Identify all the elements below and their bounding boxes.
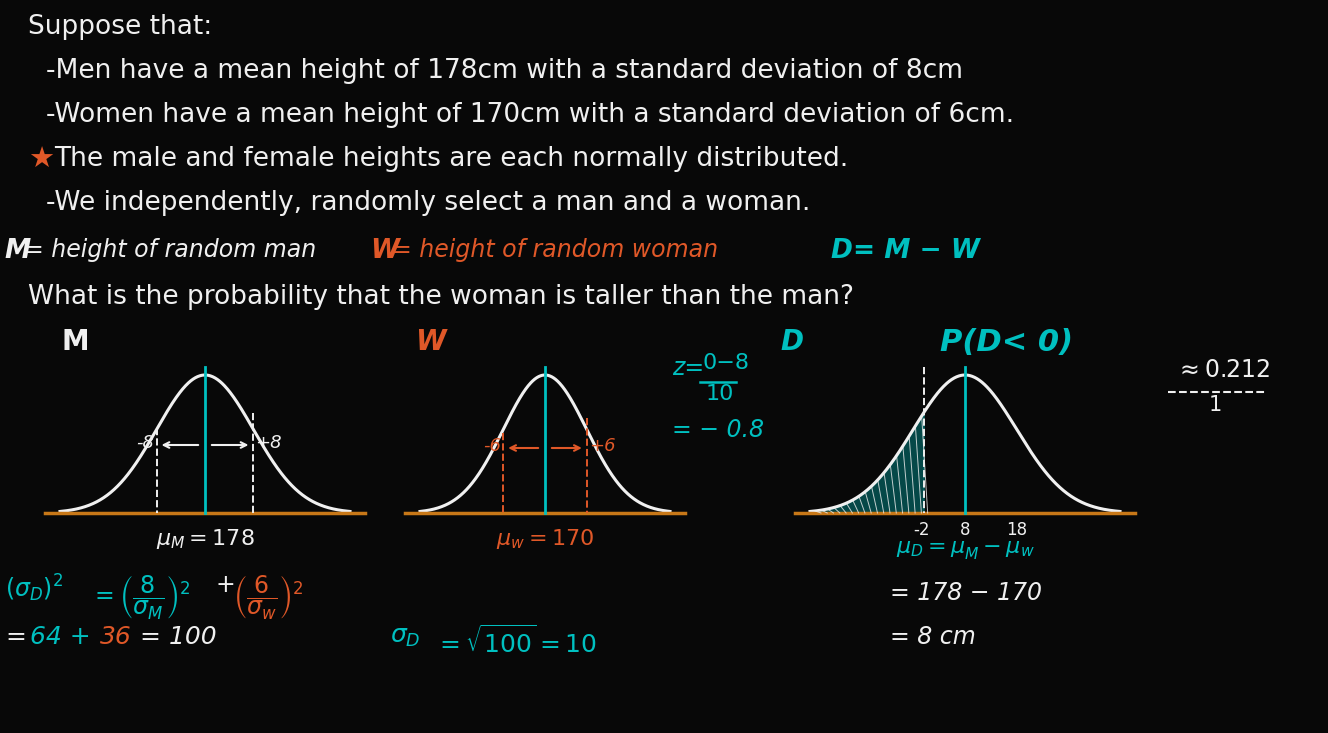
Text: +6: +6 (588, 437, 615, 455)
Text: $\mu_w=170$: $\mu_w=170$ (495, 527, 594, 551)
Text: 36: 36 (100, 625, 131, 649)
Text: z=: z= (672, 356, 704, 380)
Text: $= \left(\dfrac{8}{\sigma_M}\right)^2$: $= \left(\dfrac{8}{\sigma_M}\right)^2$ (90, 573, 190, 621)
Text: 1: 1 (1208, 395, 1222, 415)
Text: $(\sigma_D)^2$: $(\sigma_D)^2$ (5, 573, 62, 605)
Text: M: M (62, 328, 89, 356)
Text: W: W (371, 238, 400, 264)
Text: $\approx 0.212$: $\approx 0.212$ (1175, 358, 1270, 382)
Text: = − 0.8: = − 0.8 (672, 418, 764, 442)
Text: ★: ★ (28, 146, 54, 174)
Text: $\sigma_D$: $\sigma_D$ (390, 625, 421, 649)
Text: -2: -2 (914, 521, 930, 539)
Text: -Women have a mean height of 170cm with a standard deviation of 6cm.: -Women have a mean height of 170cm with … (46, 102, 1015, 128)
Text: $\mu_M=178$: $\mu_M=178$ (155, 527, 255, 551)
Text: = height of random man: = height of random man (24, 238, 316, 262)
Text: -6: -6 (483, 437, 502, 455)
Text: = M − W: = M − W (853, 238, 980, 264)
Text: = 100: = 100 (139, 625, 216, 649)
Text: $+$: $+$ (215, 573, 234, 597)
Text: P(D< 0): P(D< 0) (940, 328, 1073, 357)
Text: = 8 cm: = 8 cm (890, 625, 976, 649)
Text: 10: 10 (706, 384, 734, 404)
Text: =: = (5, 625, 25, 649)
Text: $\left(\dfrac{6}{\sigma_w}\right)^2$: $\left(\dfrac{6}{\sigma_w}\right)^2$ (232, 573, 304, 621)
Text: $=\sqrt{100}=10$: $=\sqrt{100}=10$ (436, 625, 598, 658)
Text: W: W (414, 328, 446, 356)
Text: Suppose that:: Suppose that: (28, 14, 212, 40)
Text: -We independently, randomly select a man and a woman.: -We independently, randomly select a man… (46, 190, 810, 216)
Text: 64 +: 64 + (31, 625, 90, 649)
Text: D: D (830, 238, 851, 264)
Text: The male and female heights are each normally distributed.: The male and female heights are each nor… (54, 146, 849, 172)
Text: $\mu_D=\mu_M^{}-\mu_w$: $\mu_D=\mu_M^{}-\mu_w$ (895, 539, 1035, 561)
Text: = 178 − 170: = 178 − 170 (890, 581, 1042, 605)
Text: What is the probability that the woman is taller than the man?: What is the probability that the woman i… (28, 284, 854, 310)
Text: -Men have a mean height of 178cm with a standard deviation of 8cm: -Men have a mean height of 178cm with a … (46, 58, 963, 84)
Text: -8: -8 (137, 434, 154, 452)
Text: 0−8: 0−8 (703, 353, 750, 373)
Text: D: D (780, 328, 803, 356)
Text: +8: +8 (255, 434, 282, 452)
Text: 8: 8 (960, 521, 971, 539)
Text: 18: 18 (1007, 521, 1028, 539)
Text: = height of random woman: = height of random woman (392, 238, 718, 262)
Text: M: M (4, 238, 31, 264)
